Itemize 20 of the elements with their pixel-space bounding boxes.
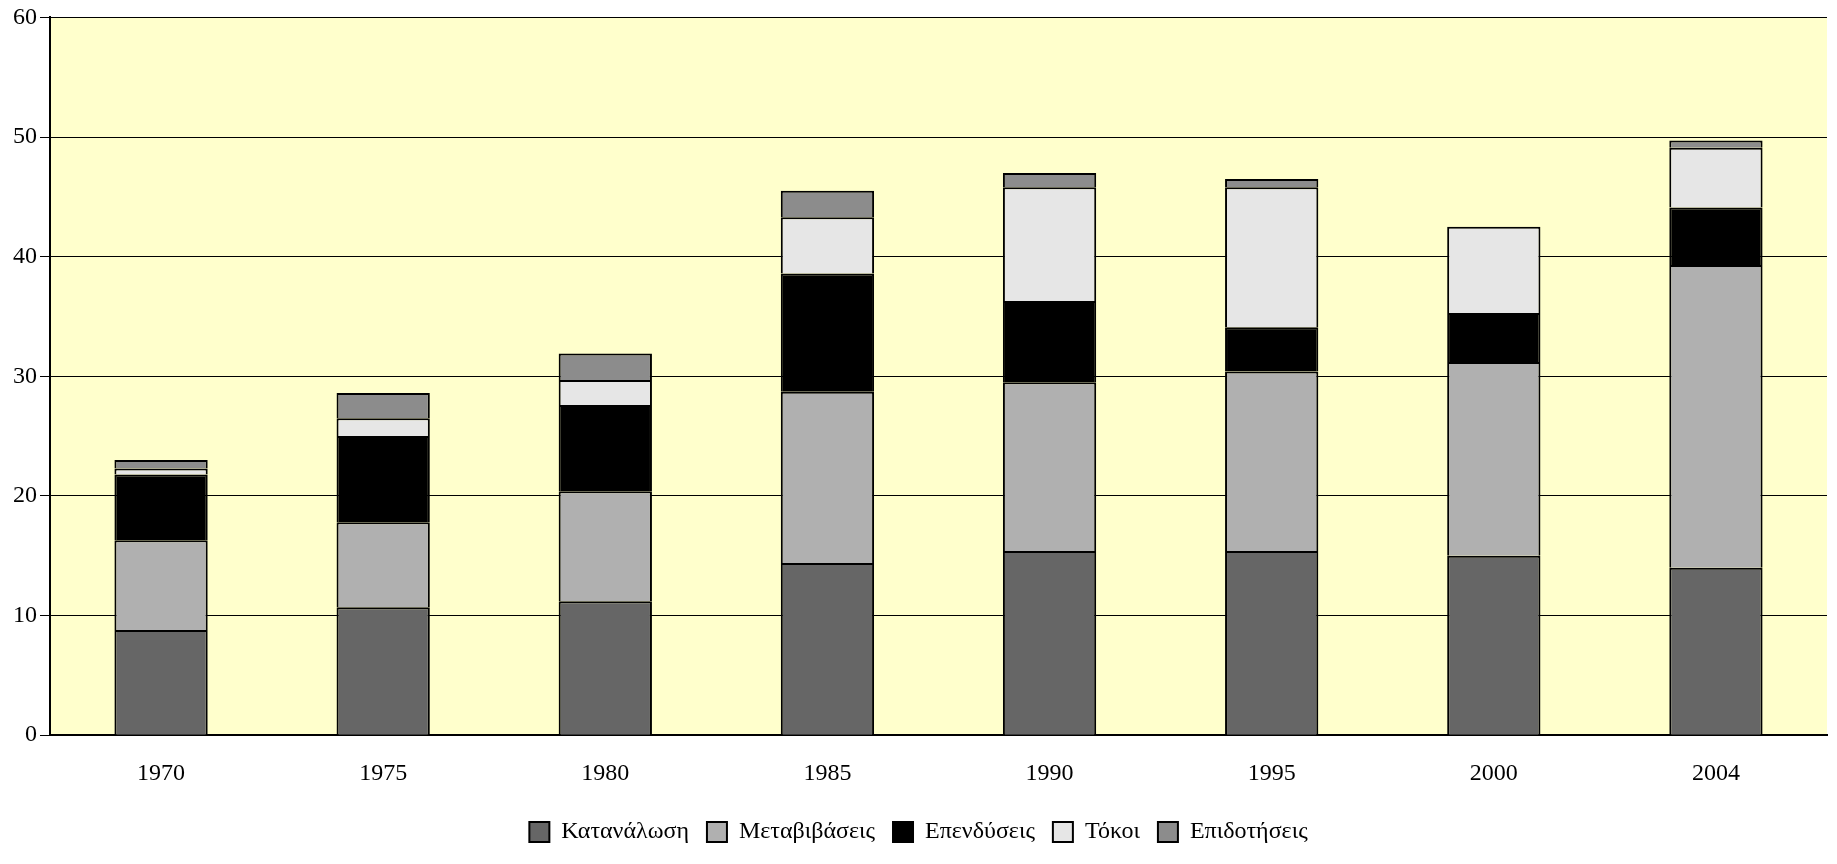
y-tick-label: 20 [13, 481, 37, 508]
x-tick-label: 1970 [137, 758, 186, 785]
x-tick-label: 1975 [359, 758, 408, 785]
x-tick-label: 1990 [1025, 758, 1074, 785]
x-tick-label: 1985 [803, 758, 852, 785]
y-tick-label: 50 [13, 122, 37, 149]
x-tick-label: 2004 [1691, 758, 1740, 785]
legend-label: Κατανάλωση [561, 817, 689, 844]
legend-label: Μεταβιβάσεις [738, 817, 876, 844]
legend-label: Τόκοι [1084, 817, 1141, 844]
x-tick-label: 2000 [1469, 758, 1518, 785]
y-tick-label: 60 [13, 2, 37, 29]
x-tick-label: 1980 [581, 758, 630, 785]
y-tick-label: 0 [25, 720, 37, 747]
legend-label: Επενδύσεις [925, 817, 1036, 844]
y-tick-label: 40 [13, 241, 37, 268]
y-tick-label: 30 [13, 361, 37, 388]
y-tick-label: 10 [13, 600, 37, 627]
legend-label: Επιδοτήσεις [1189, 817, 1309, 844]
x-tick-label: 1995 [1247, 758, 1296, 785]
